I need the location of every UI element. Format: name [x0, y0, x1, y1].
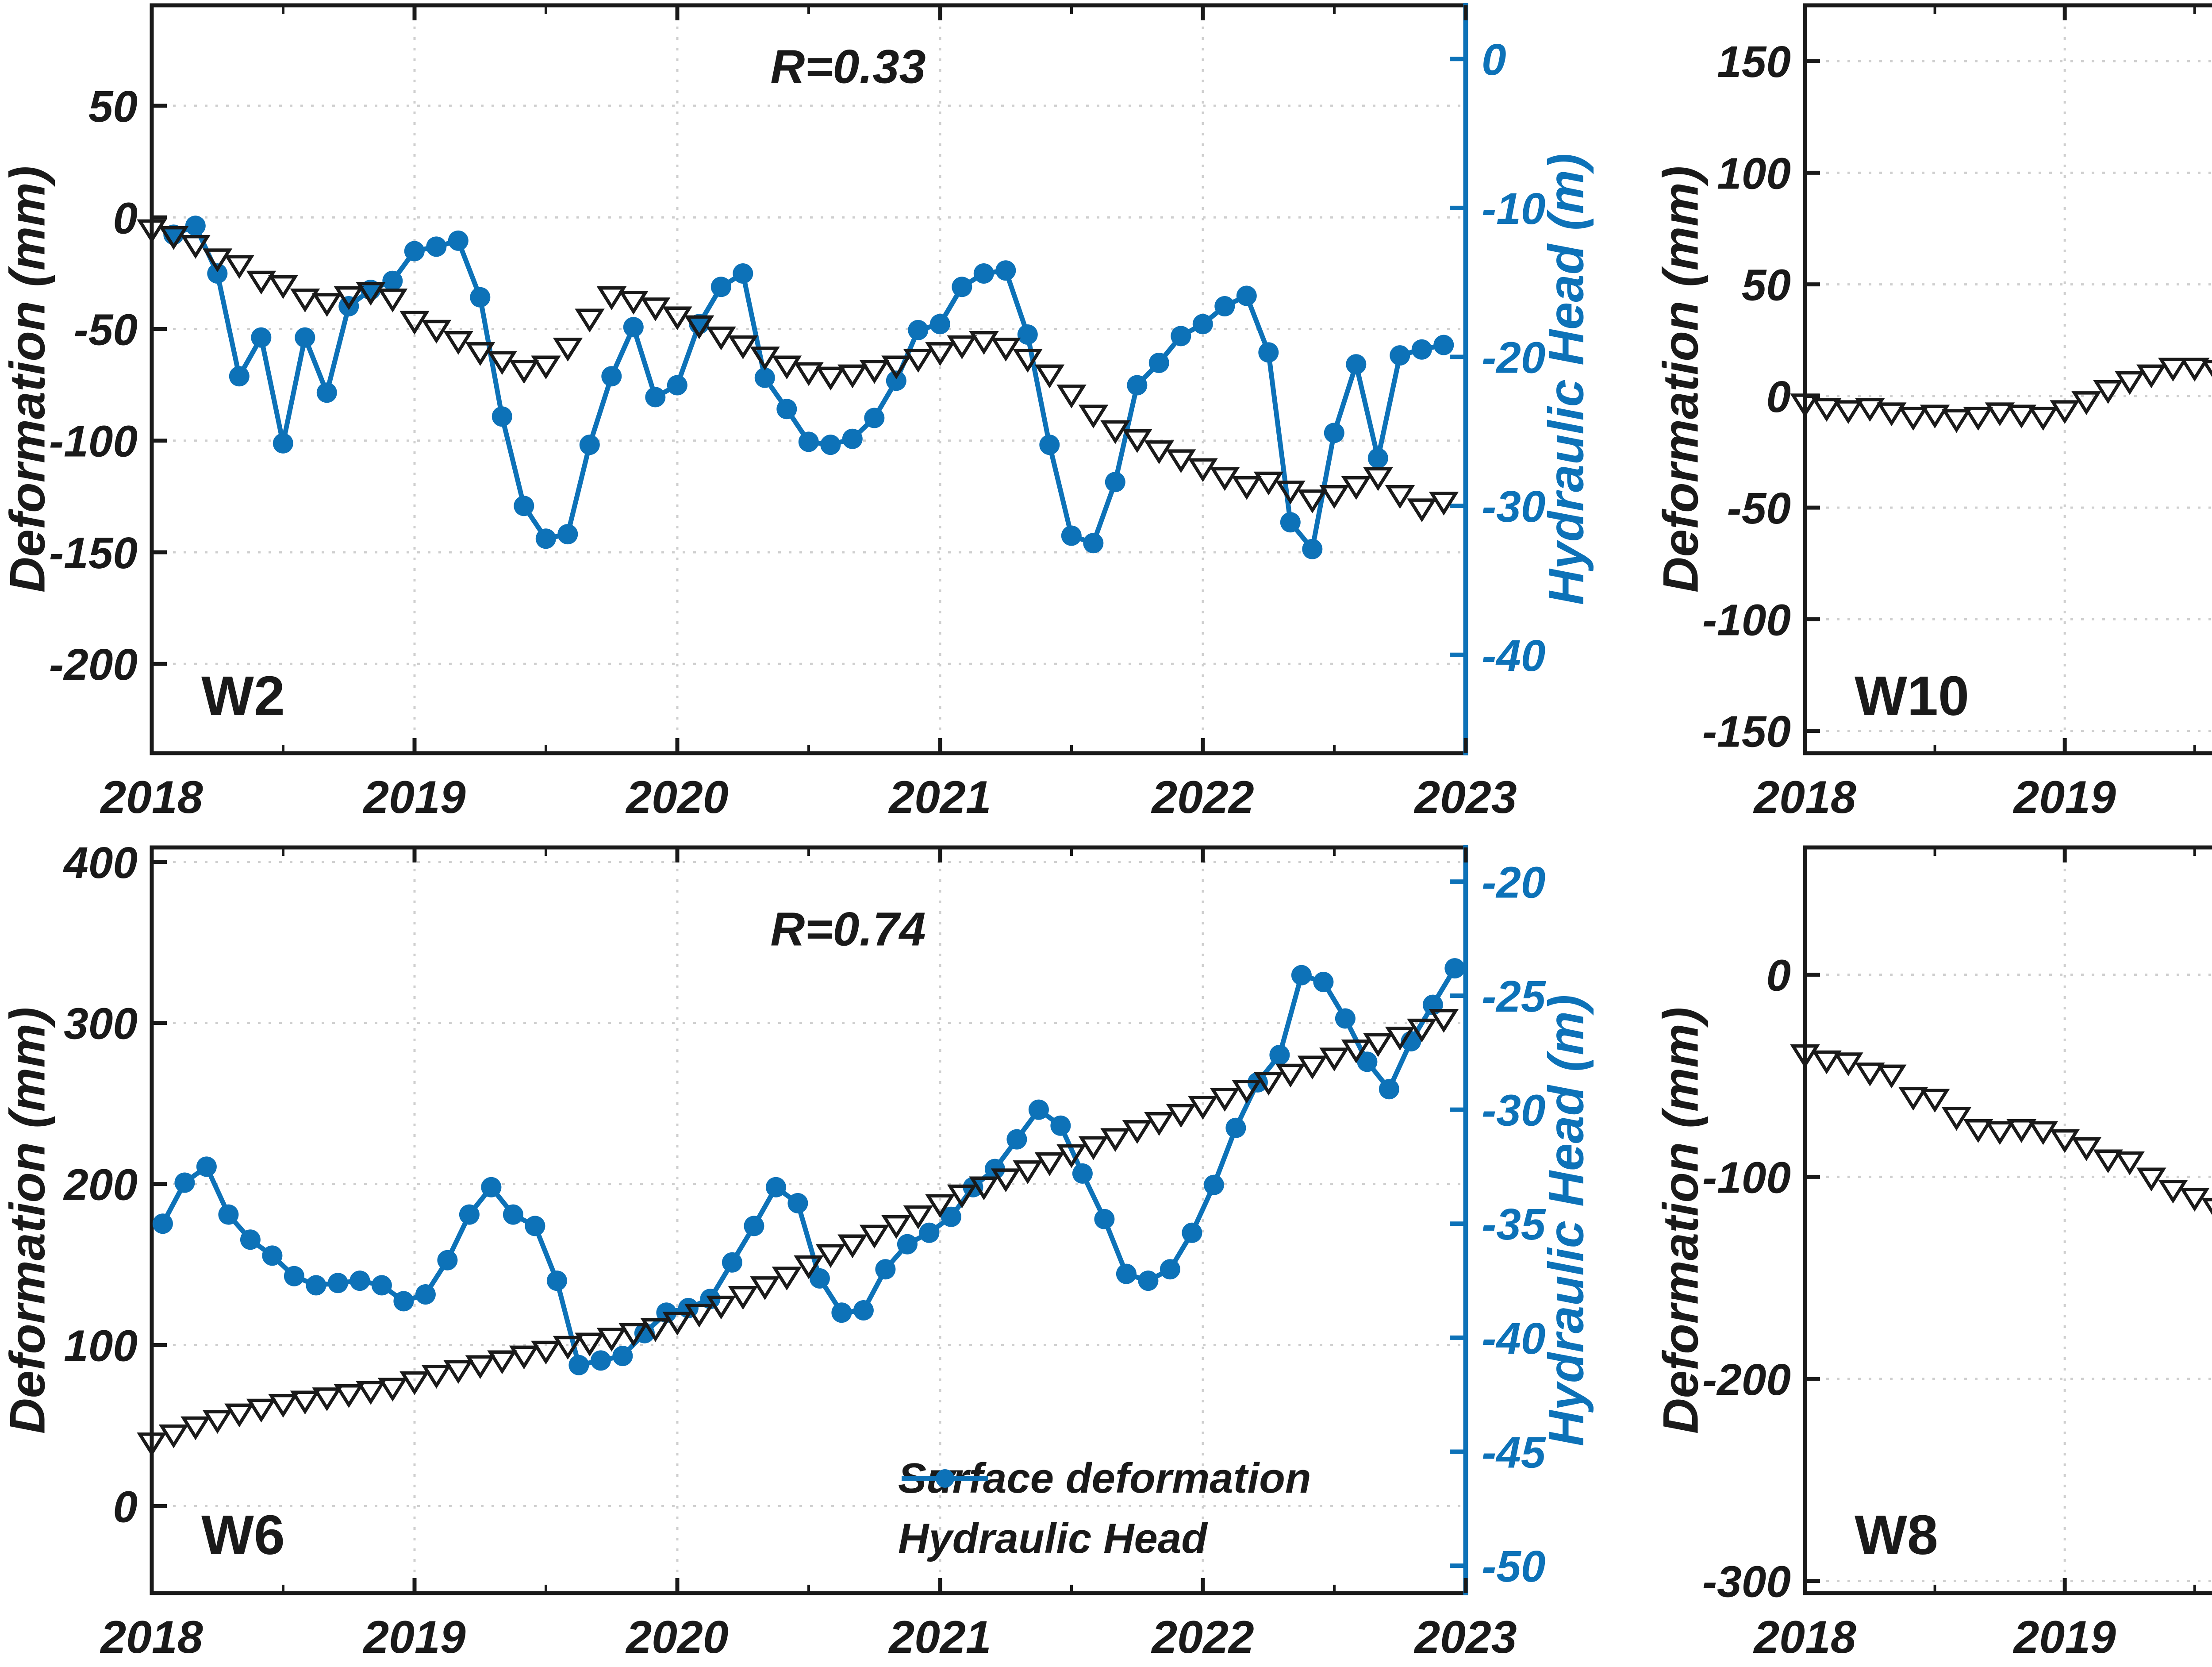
svg-text:2021: 2021 [888, 1612, 991, 1663]
w6-gridlines [152, 847, 1466, 1593]
svg-text:-50: -50 [1727, 484, 1791, 533]
w6-tick-labels: 2018 2019 2020 2021 2022 2023 400 300 200 100 0 -20… [63, 838, 1546, 1663]
w8-tick-labels: 2018201920202021202220230-100-200-300-40… [1702, 951, 2116, 1663]
panel-w6: 2018 2019 2020 2021 2022 2023 400 300 200 100 0 -20… [0, 834, 1626, 1667]
svg-text:-50: -50 [1482, 1542, 1546, 1591]
svg-text:2019: 2019 [362, 772, 466, 823]
w6-surface-deformation-markers [137, 1009, 1459, 1456]
svg-text:0: 0 [1766, 372, 1791, 422]
w10-gridlines [1805, 5, 2212, 753]
w8-well-label: W8 [1855, 1504, 1938, 1566]
svg-text:200: 200 [63, 1160, 138, 1210]
w2-plot-box [150, 3, 1468, 755]
svg-text:2019: 2019 [2013, 772, 2116, 823]
svg-text:0: 0 [1766, 951, 1791, 1001]
w6-hydraulic-head-markers [152, 958, 1465, 1375]
svg-text:-25: -25 [1482, 972, 1546, 1021]
svg-text:-100: -100 [1702, 595, 1791, 645]
svg-text:-45: -45 [1482, 1428, 1546, 1478]
panel-w10: 201820192020202120222023150100500-50-100… [1626, 0, 2212, 833]
svg-text:2018: 2018 [1753, 1612, 1856, 1663]
w6-correlation-label: R=0.74 [770, 902, 926, 956]
svg-text:-50: -50 [73, 305, 138, 354]
svg-text:-100: -100 [49, 417, 138, 466]
w6-chart: 2018 2019 2020 2021 2022 2023 400 300 200 100 0 -20… [63, 838, 1546, 1663]
svg-text:-200: -200 [1702, 1355, 1791, 1405]
w2-correlation-label: R=0.33 [770, 39, 926, 93]
svg-text:-150: -150 [1702, 707, 1791, 757]
svg-text:-40: -40 [1482, 1314, 1546, 1363]
svg-text:2019: 2019 [2013, 1612, 2116, 1663]
w8-deformation-axis-label: Deformation (mm) [1653, 1007, 1709, 1434]
svg-text:50: 50 [88, 82, 138, 131]
w2-hydraulic-head-markers [163, 216, 1454, 559]
w6-deformation-axis-label: Deformation (mm) [0, 1007, 55, 1434]
w8-gridlines [1805, 847, 2212, 1593]
w8-plot-box [1803, 845, 2212, 1595]
w6-well-label: W6 [201, 1504, 285, 1566]
svg-text:-30: -30 [1482, 482, 1546, 531]
svg-text:-40: -40 [1482, 631, 1546, 681]
w10-chart: 201820192020202120222023150100500-50-100… [1702, 3, 2212, 823]
w8-tick-marks [1803, 847, 2196, 1593]
w6-tick-marks [150, 847, 1468, 1593]
svg-text:2021: 2021 [888, 772, 991, 823]
panel-w2: 2018 2019 2020 2021 2022 2023 50 0 -50 -100 -150 -2… [0, 0, 1626, 833]
legend: Surface deformation Hydraulic Head [898, 1452, 1311, 1565]
w2-tick-labels: 2018 2019 2020 2021 2022 2023500-50-100-150-2… [49, 35, 1546, 823]
svg-text:0: 0 [113, 193, 138, 243]
w2-well-label: W2 [201, 665, 285, 727]
svg-text:2020: 2020 [625, 1612, 728, 1663]
svg-text:2018: 2018 [100, 1612, 203, 1663]
svg-text:150: 150 [1717, 37, 1791, 87]
svg-text:2022: 2022 [1151, 1612, 1254, 1663]
w2-chart: 2018 2019 2020 2021 2022 2023500-50-100-150-2… [49, 3, 1546, 823]
svg-text:-100: -100 [1702, 1153, 1791, 1202]
w6-hydraulic-head-line [161, 967, 1457, 1368]
w10-plot-box [1803, 3, 2212, 755]
svg-text:2020: 2020 [625, 772, 728, 823]
w2-tick-marks [150, 5, 1468, 753]
line-circle-marker-icon [902, 1469, 988, 1488]
svg-text:-20: -20 [1482, 858, 1546, 907]
legend-label-hydraulic-head: Hydraulic Head [898, 1515, 1207, 1562]
svg-text:-300: -300 [1702, 1557, 1791, 1607]
w2-head-tick-marks [1450, 57, 1466, 657]
svg-text:-20: -20 [1482, 333, 1546, 383]
w2-head-axis-label: Hydraulic Head (m) [1538, 153, 1594, 605]
svg-text:-200: -200 [49, 640, 138, 689]
w10-surface-deformation-markers [1790, 358, 2212, 433]
w6-head-tick-marks [1450, 879, 1466, 1568]
w2-hydraulic-head-line [173, 223, 1444, 552]
w2-deformation-axis-label: Deformation (mm) [0, 166, 55, 593]
svg-text:0: 0 [1482, 35, 1506, 85]
svg-text:2019: 2019 [362, 1612, 466, 1663]
w8-chart: 2018201920202021202220230-100-200-300-40… [1702, 845, 2212, 1663]
svg-text:100: 100 [64, 1321, 138, 1371]
w10-tick-labels: 201820192020202120222023150100500-50-100… [1702, 37, 2116, 823]
svg-text:2018: 2018 [100, 772, 203, 823]
w10-well-label: W10 [1855, 665, 1970, 727]
w6-head-axis-label: Hydraulic Head (m) [1538, 994, 1594, 1447]
w10-tick-marks [1803, 5, 2196, 753]
svg-text:-30: -30 [1482, 1086, 1546, 1136]
svg-text:100: 100 [1717, 149, 1791, 198]
svg-text:-150: -150 [49, 528, 138, 578]
svg-text:2023: 2023 [1413, 772, 1517, 823]
svg-text:50: 50 [1742, 261, 1791, 310]
w10-deformation-axis-label: Deformation (mm) [1653, 166, 1709, 593]
svg-text:-10: -10 [1482, 184, 1546, 234]
svg-text:-35: -35 [1482, 1200, 1546, 1249]
w8-surface-deformation-markers [1790, 1044, 2212, 1215]
svg-text:2022: 2022 [1151, 772, 1254, 823]
svg-text:0: 0 [113, 1482, 138, 1532]
panel-w8: 2018201920202021202220230-100-200-300-40… [1626, 834, 2212, 1667]
svg-text:2023: 2023 [1413, 1612, 1517, 1663]
legend-row-hydraulic-head: Hydraulic Head [898, 1469, 1311, 1565]
svg-text:400: 400 [63, 838, 138, 888]
svg-text:2018: 2018 [1753, 772, 1856, 823]
svg-text:300: 300 [64, 999, 138, 1049]
w2-surface-deformation-markers [137, 219, 1459, 523]
w2-gridlines [152, 5, 1466, 753]
